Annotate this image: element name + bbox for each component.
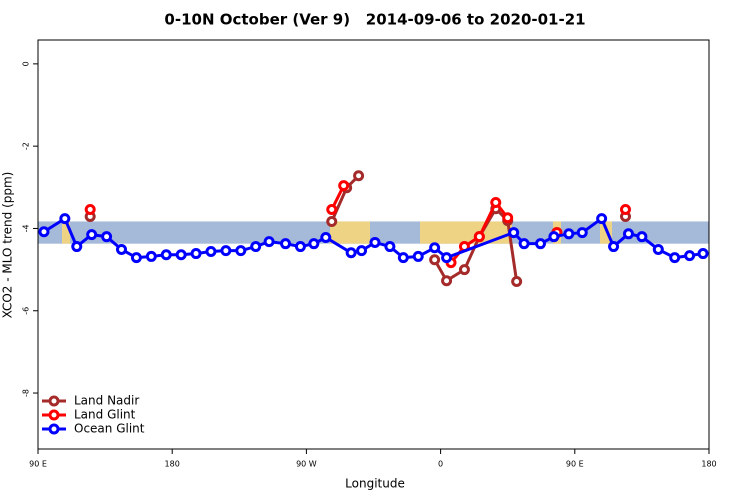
data-point bbox=[130, 252, 142, 264]
data-point bbox=[116, 243, 128, 255]
data-point bbox=[59, 213, 71, 225]
data-point bbox=[502, 212, 514, 224]
legend-marker bbox=[48, 395, 60, 407]
data-point bbox=[622, 228, 634, 240]
data-point bbox=[669, 252, 681, 264]
legend-label: Land Glint bbox=[74, 408, 136, 422]
data-point bbox=[397, 252, 409, 264]
data-point bbox=[458, 264, 470, 276]
data-point bbox=[38, 226, 50, 238]
data-point bbox=[535, 238, 547, 250]
x-tick-label: 0 bbox=[438, 460, 443, 469]
legend-marker bbox=[48, 423, 60, 435]
x-tick-label: 90 W bbox=[296, 460, 317, 469]
x-tick-label: 180 bbox=[701, 460, 716, 469]
data-point bbox=[441, 275, 453, 287]
data-point bbox=[412, 250, 424, 262]
data-point bbox=[473, 231, 485, 243]
x-tick-label: 90 E bbox=[29, 460, 47, 469]
data-point bbox=[429, 254, 441, 266]
data-point bbox=[308, 238, 320, 250]
data-point bbox=[320, 232, 332, 244]
data-point bbox=[652, 243, 664, 255]
y-tick-label: -2 bbox=[22, 142, 31, 150]
data-point bbox=[160, 249, 172, 261]
data-point bbox=[608, 241, 620, 253]
data-point bbox=[548, 231, 560, 243]
data-point bbox=[294, 241, 306, 253]
data-point bbox=[636, 231, 648, 243]
land-shape bbox=[420, 221, 512, 244]
data-point bbox=[490, 197, 502, 209]
data-point bbox=[353, 170, 365, 182]
data-point bbox=[429, 242, 441, 254]
data-point bbox=[263, 236, 275, 248]
data-point bbox=[220, 245, 232, 257]
chart-title: 0-10N October (Ver 9) 2014-09-06 to 2020… bbox=[164, 11, 585, 29]
land-shape bbox=[62, 221, 70, 244]
data-point bbox=[338, 180, 350, 192]
data-point bbox=[190, 248, 202, 260]
data-point bbox=[145, 250, 157, 262]
legend-label: Ocean Glint bbox=[74, 422, 145, 436]
y-axis-label: XCO2 - MLO trend (ppm) bbox=[1, 172, 15, 319]
data-point bbox=[384, 241, 396, 253]
data-point bbox=[563, 228, 575, 240]
data-point bbox=[345, 247, 357, 259]
data-point bbox=[596, 213, 608, 225]
data-point bbox=[518, 238, 530, 250]
y-tick-label: -8 bbox=[22, 389, 31, 397]
data-point bbox=[619, 204, 631, 216]
data-point bbox=[511, 276, 523, 288]
data-point bbox=[235, 245, 247, 257]
legend-label: Land Nadir bbox=[74, 394, 139, 408]
legend-marker bbox=[48, 409, 60, 421]
data-point bbox=[86, 229, 98, 241]
y-tick-label: 0 bbox=[22, 61, 31, 66]
y-tick-label: -6 bbox=[22, 307, 31, 315]
x-tick-label: 180 bbox=[165, 460, 180, 469]
data-point bbox=[508, 227, 520, 239]
data-point bbox=[356, 245, 368, 257]
data-point bbox=[101, 231, 113, 243]
data-point bbox=[326, 215, 338, 227]
data-point bbox=[684, 250, 696, 262]
data-point bbox=[250, 241, 262, 253]
data-point bbox=[369, 236, 381, 248]
data-point bbox=[326, 204, 338, 216]
data-point bbox=[175, 249, 187, 261]
data-point bbox=[205, 245, 217, 257]
data-point bbox=[280, 238, 292, 250]
data-point bbox=[441, 252, 453, 264]
land-shape bbox=[330, 221, 370, 244]
data-point bbox=[84, 204, 96, 216]
plot-frame bbox=[37, 39, 710, 450]
reference-band bbox=[38, 221, 709, 244]
y-tick-label: -4 bbox=[22, 224, 31, 232]
data-point bbox=[576, 227, 588, 239]
data-point bbox=[71, 241, 83, 253]
data-point bbox=[697, 248, 709, 260]
x-tick-label: 90 E bbox=[566, 460, 584, 469]
x-axis-label: Longitude bbox=[345, 477, 405, 491]
